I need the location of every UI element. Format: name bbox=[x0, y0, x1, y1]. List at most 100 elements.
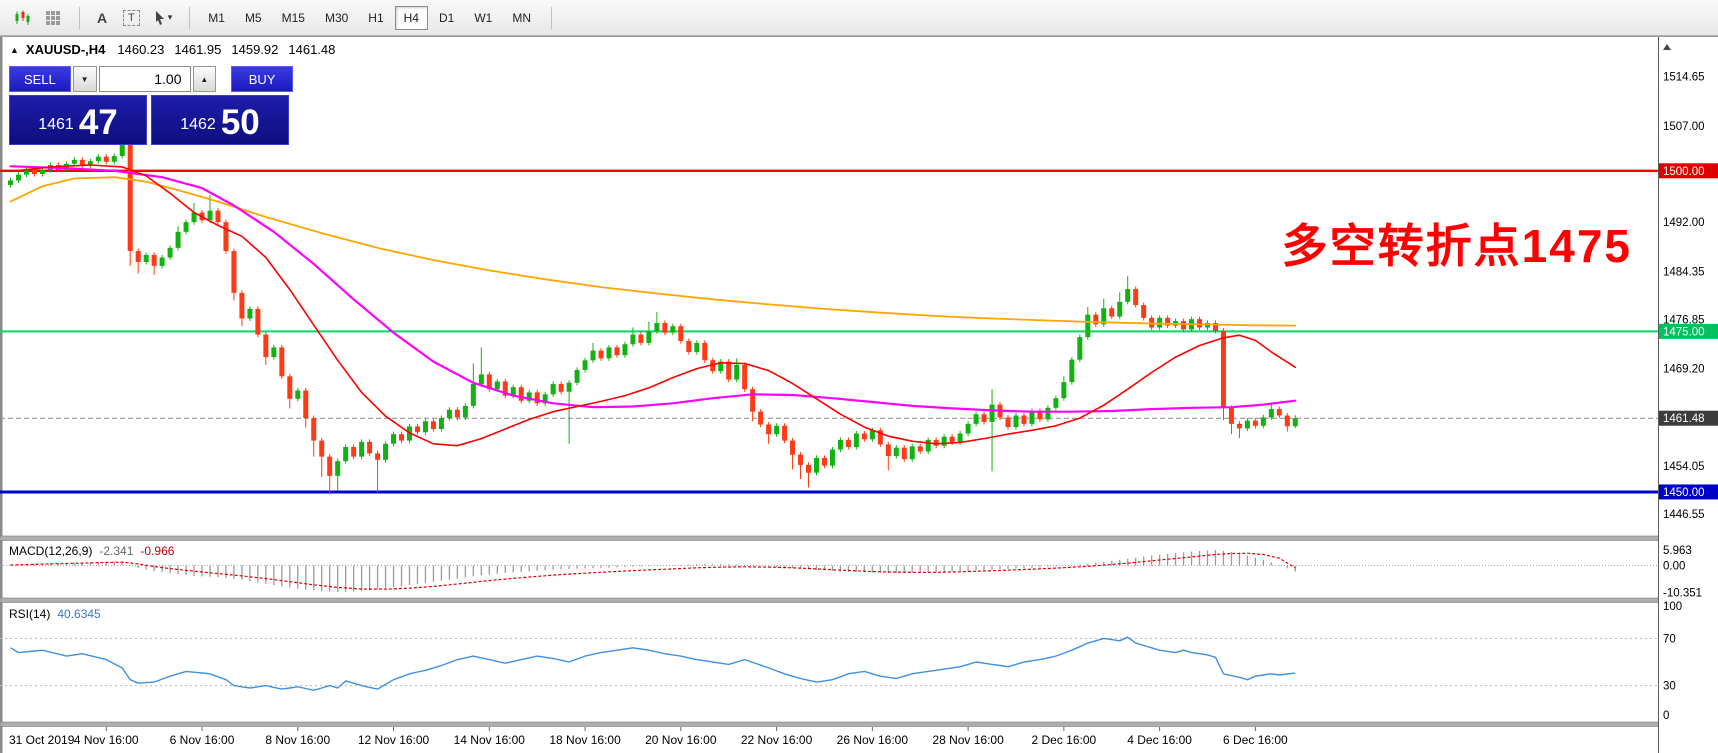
svg-text:70: 70 bbox=[1663, 633, 1676, 645]
macd-panel bbox=[0, 549, 1658, 593]
svg-text:0: 0 bbox=[1663, 710, 1669, 722]
rsi-panel bbox=[0, 636, 1658, 691]
tf-button-h1[interactable]: H1 bbox=[359, 6, 392, 30]
ohlc-open: 1460.23 bbox=[117, 42, 165, 57]
svg-text:100: 100 bbox=[1663, 601, 1682, 613]
tf-button-w1[interactable]: W1 bbox=[465, 6, 501, 30]
ma-slow bbox=[9, 176, 1297, 327]
macd-indicator-label: MACD(12,26,9) -2.341 -0.966 bbox=[9, 544, 174, 558]
svg-text:1476.85: 1476.85 bbox=[1663, 314, 1705, 326]
drawing-tools-caret-icon: ▾ bbox=[167, 12, 173, 22]
drawing-tools-button[interactable]: ▾ bbox=[148, 5, 178, 31]
buy-price-box[interactable]: 1462 50 bbox=[151, 95, 289, 145]
candles-layer bbox=[8, 136, 1298, 495]
svg-text:2 Dec 16:00: 2 Dec 16:00 bbox=[1032, 733, 1097, 747]
svg-text:1507.00: 1507.00 bbox=[1663, 121, 1705, 133]
buy-price-integer: 1462 bbox=[180, 116, 216, 133]
price-axis[interactable]: 1514.65 1507.00 1492.00 1484.35 1476.85 1469.… bbox=[1658, 37, 1718, 753]
svg-text:4 Nov 16:00: 4 Nov 16:00 bbox=[74, 733, 139, 747]
chevron-up-icon: ▲ bbox=[200, 74, 209, 84]
ohlc-low: 1459.92 bbox=[231, 42, 279, 57]
svg-text:6 Dec 16:00: 6 Dec 16:00 bbox=[1223, 733, 1288, 747]
sell-price-box[interactable]: 1461 47 bbox=[9, 95, 147, 145]
svg-text:12 Nov 16:00: 12 Nov 16:00 bbox=[358, 733, 430, 747]
time-axis[interactable]: 31 Oct 2019 4 Nov 16:00 6 Nov 16:00 8 Nov 1… bbox=[9, 727, 1288, 747]
sell-price-pips: 47 bbox=[78, 103, 118, 143]
svg-text:8 Nov 16:00: 8 Nov 16:00 bbox=[265, 733, 330, 747]
rsi-line bbox=[10, 636, 1296, 691]
svg-text:31 Oct 2019: 31 Oct 2019 bbox=[9, 733, 75, 747]
horizontal-lines bbox=[0, 169, 1658, 494]
volume-dropdown-button[interactable]: ▼ bbox=[72, 66, 97, 92]
svg-text:1446.55: 1446.55 bbox=[1663, 509, 1705, 521]
toolbar-separator bbox=[551, 6, 552, 29]
chart-type-button[interactable] bbox=[8, 5, 36, 31]
one-click-trading-panel: SELL ▼ ▲ BUY 1461 47 1462 50 bbox=[9, 66, 293, 145]
text-box-button[interactable]: T bbox=[118, 5, 145, 31]
svg-text:4 Dec 16:00: 4 Dec 16:00 bbox=[1127, 733, 1192, 747]
macd-signal-line bbox=[10, 552, 1296, 590]
ma-lines-layer bbox=[9, 164, 1297, 447]
symbol-timeframe-label: XAUUSD-,H4 bbox=[25, 42, 106, 57]
ohlc-close: 1461.48 bbox=[288, 42, 336, 57]
buy-button[interactable]: BUY bbox=[231, 66, 293, 92]
rsi-indicator-label: RSI(14) 40.6345 bbox=[9, 607, 101, 621]
tf-button-m1[interactable]: M1 bbox=[199, 6, 234, 30]
svg-text:22 Nov 16:00: 22 Nov 16:00 bbox=[741, 733, 813, 747]
ohlc-high: 1461.95 bbox=[174, 42, 222, 57]
svg-text:1469.20: 1469.20 bbox=[1663, 364, 1705, 376]
indicator-grid-icon bbox=[46, 10, 60, 25]
text-label-icon: A bbox=[96, 9, 108, 26]
tf-button-m5[interactable]: M5 bbox=[236, 6, 271, 30]
tf-button-h4[interactable]: H4 bbox=[394, 5, 428, 30]
ma-mid bbox=[9, 165, 1297, 413]
svg-text:20 Nov 16:00: 20 Nov 16:00 bbox=[645, 733, 717, 747]
macd-signal-value: -0.966 bbox=[140, 544, 175, 558]
buy-price-pips: 50 bbox=[220, 103, 260, 143]
svg-text:-10.351: -10.351 bbox=[1663, 587, 1702, 599]
toolbar-separator bbox=[79, 6, 80, 29]
chart-annotation: 多空转折点1475 bbox=[1281, 220, 1632, 272]
scale-marker-icon bbox=[1663, 44, 1671, 50]
svg-text:1514.65: 1514.65 bbox=[1663, 72, 1705, 84]
svg-text:1461.48: 1461.48 bbox=[1663, 413, 1705, 425]
text-label-button[interactable]: A bbox=[89, 5, 115, 31]
svg-text:1492.00: 1492.00 bbox=[1663, 217, 1705, 229]
svg-text:28 Nov 16:00: 28 Nov 16:00 bbox=[932, 733, 1004, 747]
macd-main-value: -2.341 bbox=[99, 544, 134, 558]
svg-text:18 Nov 16:00: 18 Nov 16:00 bbox=[549, 733, 621, 747]
svg-text:0.00: 0.00 bbox=[1663, 561, 1685, 573]
svg-text:30: 30 bbox=[1663, 681, 1676, 693]
tf-button-d1[interactable]: D1 bbox=[430, 6, 463, 30]
collapse-panel-icon[interactable]: ▲ bbox=[10, 44, 19, 55]
svg-text:1484.35: 1484.35 bbox=[1663, 266, 1705, 278]
toolbar: A T ▾ M1 M5 M15 M30 H1 H4 D1 W1 MN bbox=[0, 0, 1718, 36]
svg-text:1500.00: 1500.00 bbox=[1663, 166, 1705, 178]
rsi-name: RSI(14) bbox=[9, 607, 51, 621]
toolbar-separator bbox=[189, 6, 191, 29]
svg-text:14 Nov 16:00: 14 Nov 16:00 bbox=[454, 733, 526, 747]
cursor-icon bbox=[155, 10, 164, 25]
ma-fast bbox=[9, 164, 1297, 447]
svg-text:1475.00: 1475.00 bbox=[1663, 326, 1705, 338]
svg-text:5.963: 5.963 bbox=[1663, 545, 1692, 557]
rsi-value: 40.6345 bbox=[57, 607, 101, 621]
indicator-list-button[interactable] bbox=[39, 5, 67, 31]
tf-button-mn[interactable]: MN bbox=[503, 6, 540, 30]
sell-button[interactable]: SELL bbox=[9, 66, 71, 92]
chart-candles-icon bbox=[15, 10, 30, 25]
svg-text:1454.05: 1454.05 bbox=[1663, 461, 1705, 473]
macd-name: MACD(12,26,9) bbox=[9, 544, 93, 558]
text-box-icon: T bbox=[123, 9, 140, 26]
panel-splitters[interactable] bbox=[0, 535, 1718, 727]
chart-title: ▲ XAUUSD-,H4 1460.23 1461.95 1459.92 146… bbox=[10, 42, 345, 57]
tf-button-m15[interactable]: M15 bbox=[273, 6, 314, 30]
volume-input[interactable] bbox=[98, 66, 191, 92]
tf-button-m30[interactable]: M30 bbox=[316, 6, 357, 30]
volume-up-button[interactable]: ▲ bbox=[192, 66, 217, 92]
svg-text:6 Nov 16:00: 6 Nov 16:00 bbox=[170, 733, 235, 747]
sell-price-integer: 1461 bbox=[38, 116, 74, 133]
chevron-down-icon: ▼ bbox=[80, 74, 89, 84]
svg-text:26 Nov 16:00: 26 Nov 16:00 bbox=[837, 733, 909, 747]
